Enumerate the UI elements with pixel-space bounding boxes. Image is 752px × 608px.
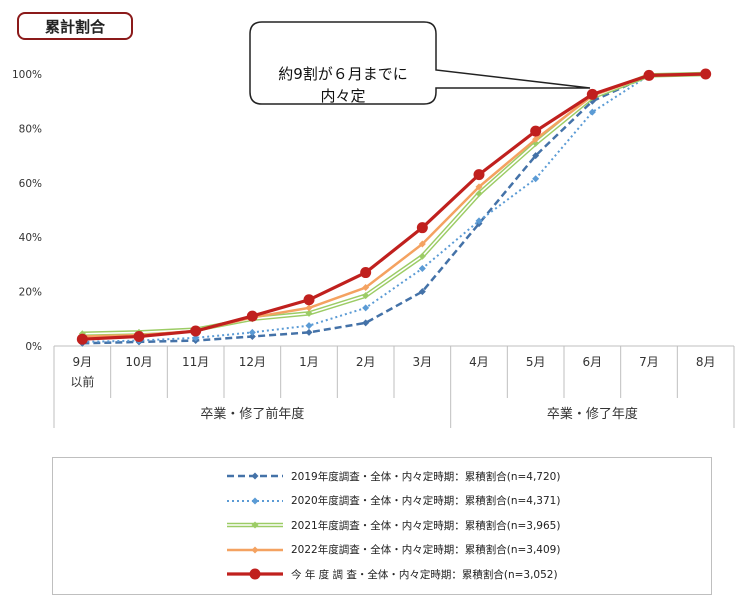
- data-point: [246, 310, 258, 322]
- data-point: [530, 125, 542, 137]
- data-point: [362, 304, 370, 312]
- data-point: [251, 497, 259, 504]
- y-tick-label: 60%: [19, 178, 42, 190]
- data-point: [532, 135, 540, 143]
- callout-bubble: [249, 21, 591, 105]
- chart-title-tag: 累計割合: [17, 12, 133, 40]
- series-5: [76, 68, 712, 345]
- chart-title: 累計割合: [44, 17, 105, 36]
- x-tick-label: 11月: [182, 355, 209, 369]
- series-line: [82, 72, 706, 341]
- data-point: [248, 328, 256, 336]
- series-line: [82, 72, 706, 338]
- group-label-graduation-year: 卒業・修了年度: [547, 406, 638, 422]
- callout-text: 約9割が６月までに 内々定: [278, 65, 408, 105]
- data-point: [251, 521, 259, 529]
- series-line: [82, 73, 706, 343]
- data-point: [362, 284, 370, 292]
- legend: 2019年度調査・全体・内々定時期：累積割合(n=4,720) 2020年度調査・…: [52, 457, 712, 595]
- x-tick-label: 2月: [356, 355, 376, 369]
- data-point: [190, 325, 202, 337]
- data-point: [700, 68, 712, 80]
- data-point: [360, 267, 372, 279]
- legend-label: 今 年 度 調 査・全体・内々定時期：累積割合(n=3,052): [291, 568, 558, 581]
- x-tick-label: 12月: [239, 355, 266, 369]
- data-point: [76, 333, 88, 345]
- data-point: [133, 330, 145, 342]
- legend-label: 2020年度調査・全体・内々定時期：累積割合(n=4,371): [291, 495, 561, 507]
- legend-item: 2019年度調査・全体・内々定時期：累積割合(n=4,720): [53, 466, 711, 486]
- x-tick-label: 3月: [413, 355, 433, 369]
- legend-label: 2022年度調査・全体・内々定時期：累積割合(n=3,409): [291, 544, 561, 556]
- data-point: [249, 568, 261, 580]
- y-tick-label: 0%: [25, 341, 42, 353]
- series-4: [78, 70, 710, 340]
- series-line-inner: [82, 73, 706, 335]
- x-tick-label: 6月: [583, 355, 603, 369]
- data-point: [418, 252, 426, 260]
- series-line: [82, 72, 706, 345]
- data-point: [586, 88, 598, 100]
- legend-swatch: [227, 497, 283, 504]
- legend-item: 2020年度調査・全体・内々定時期：累積割合(n=4,371): [53, 491, 711, 511]
- data-point: [643, 69, 655, 81]
- legend-item: 2022年度調査・全体・内々定時期：累積割合(n=3,409): [53, 540, 711, 560]
- series-1: [78, 70, 710, 347]
- legend-swatch: [227, 472, 283, 480]
- data-point: [305, 304, 313, 312]
- series-3: [78, 70, 710, 338]
- data-point: [475, 190, 483, 198]
- data-point: [418, 240, 426, 248]
- data-point: [475, 183, 483, 191]
- data-point: [303, 294, 315, 306]
- data-point: [362, 292, 370, 300]
- x-tick-label: 10月: [125, 355, 152, 369]
- x-tick-label: 8月: [696, 355, 716, 369]
- y-tick-label: 100%: [12, 69, 42, 81]
- x-tick-label: 4月: [469, 355, 489, 369]
- x-tick-label: 以前: [70, 374, 94, 389]
- legend-item: 今 年 度 調 査・全体・内々定時期：累積割合(n=3,052): [53, 564, 711, 584]
- legend-label: 2021年度調査・全体・内々定時期：累積割合(n=3,965): [291, 519, 561, 532]
- legend-item: 2021年度調査・全体・内々定時期：累積割合(n=3,965): [53, 515, 711, 535]
- data-point: [305, 322, 313, 330]
- data-point: [251, 546, 259, 553]
- legend-swatch: [227, 546, 283, 553]
- data-point: [305, 309, 313, 317]
- y-tick-label: 20%: [19, 287, 42, 299]
- data-point: [416, 222, 428, 234]
- data-point: [532, 152, 540, 160]
- x-tick-label: 1月: [299, 355, 319, 369]
- callout-annotation: 約9割が６月までに 内々定: [252, 41, 434, 107]
- legend-swatch: [227, 521, 283, 529]
- y-tick-label: 40%: [19, 232, 42, 244]
- legend-swatch: [227, 568, 283, 580]
- data-point: [251, 472, 259, 480]
- x-tick-label: 9月: [73, 355, 93, 369]
- data-point: [362, 319, 370, 327]
- y-tick-label: 80%: [19, 123, 42, 135]
- x-tick-label: 7月: [639, 355, 659, 369]
- data-point: [305, 328, 313, 336]
- data-point: [418, 288, 426, 296]
- data-point: [248, 332, 256, 340]
- data-point: [588, 108, 596, 116]
- data-point: [475, 217, 483, 225]
- data-point: [418, 264, 426, 272]
- legend-label: 2019年度調査・全体・内々定時期：累積割合(n=4,720): [291, 470, 561, 483]
- group-label-previous-year: 卒業・修了前年度: [200, 406, 304, 422]
- x-tick-label: 5月: [526, 355, 546, 369]
- series-2: [78, 70, 710, 346]
- series-line: [82, 71, 706, 337]
- data-point: [473, 169, 485, 181]
- data-point: [532, 175, 540, 183]
